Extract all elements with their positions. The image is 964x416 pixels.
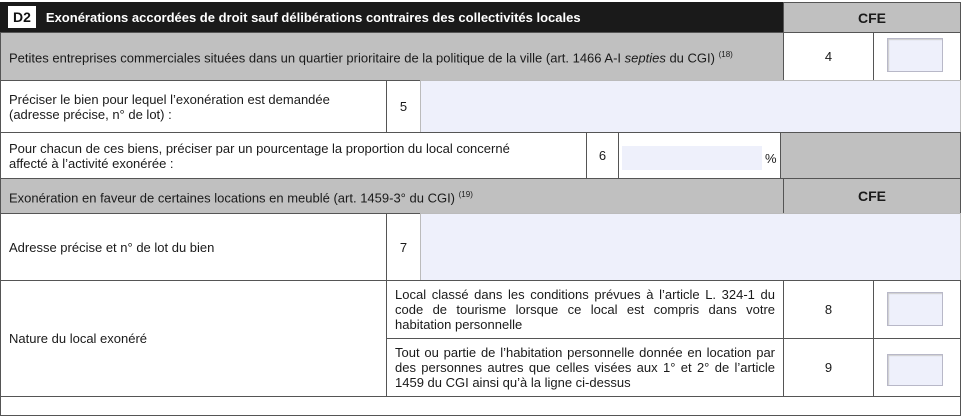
next-row	[0, 396, 961, 416]
row7-label: Adresse précise et n° de lot du bien	[0, 213, 387, 281]
row6-number: 6	[586, 132, 619, 179]
row6-percent-input[interactable]	[622, 146, 762, 170]
row9-text: Tout ou partie de l’habitation personnel…	[386, 338, 784, 397]
row4-number: 4	[783, 32, 874, 81]
row4-checkbox[interactable]	[887, 38, 943, 72]
row9-checkbox[interactable]	[887, 354, 943, 386]
row7-number: 7	[386, 213, 421, 281]
row6-label: Pour chacun de ces biens, préciser par u…	[0, 132, 587, 179]
percent-unit: %	[765, 151, 777, 166]
row8-checkbox[interactable]	[887, 292, 943, 326]
row8-text: Local classé dans les conditions prévues…	[386, 280, 784, 339]
subsection-title: Exonération en faveur de certaines locat…	[0, 178, 784, 214]
row5-number: 5	[386, 80, 421, 133]
row8-number: 8	[783, 280, 874, 339]
row9-number: 9	[783, 338, 874, 397]
section-code: D2	[8, 6, 36, 28]
row5-input[interactable]	[420, 80, 961, 133]
row7-input[interactable]	[420, 213, 961, 281]
section-title: Exonérations accordées de droit sauf dél…	[45, 9, 581, 25]
row6-gray-cell	[780, 132, 961, 179]
section-header: D2 Exonérations accordées de droit sauf …	[0, 2, 783, 32]
row4-label: Petites entreprises commerciales situées…	[0, 32, 784, 81]
cfe-header: CFE	[783, 2, 961, 33]
cfe-header-2: CFE	[783, 178, 961, 214]
nature-label: Nature du local exonéré	[0, 280, 387, 397]
row5-label: Préciser le bien pour lequel l’exonérati…	[0, 80, 387, 133]
